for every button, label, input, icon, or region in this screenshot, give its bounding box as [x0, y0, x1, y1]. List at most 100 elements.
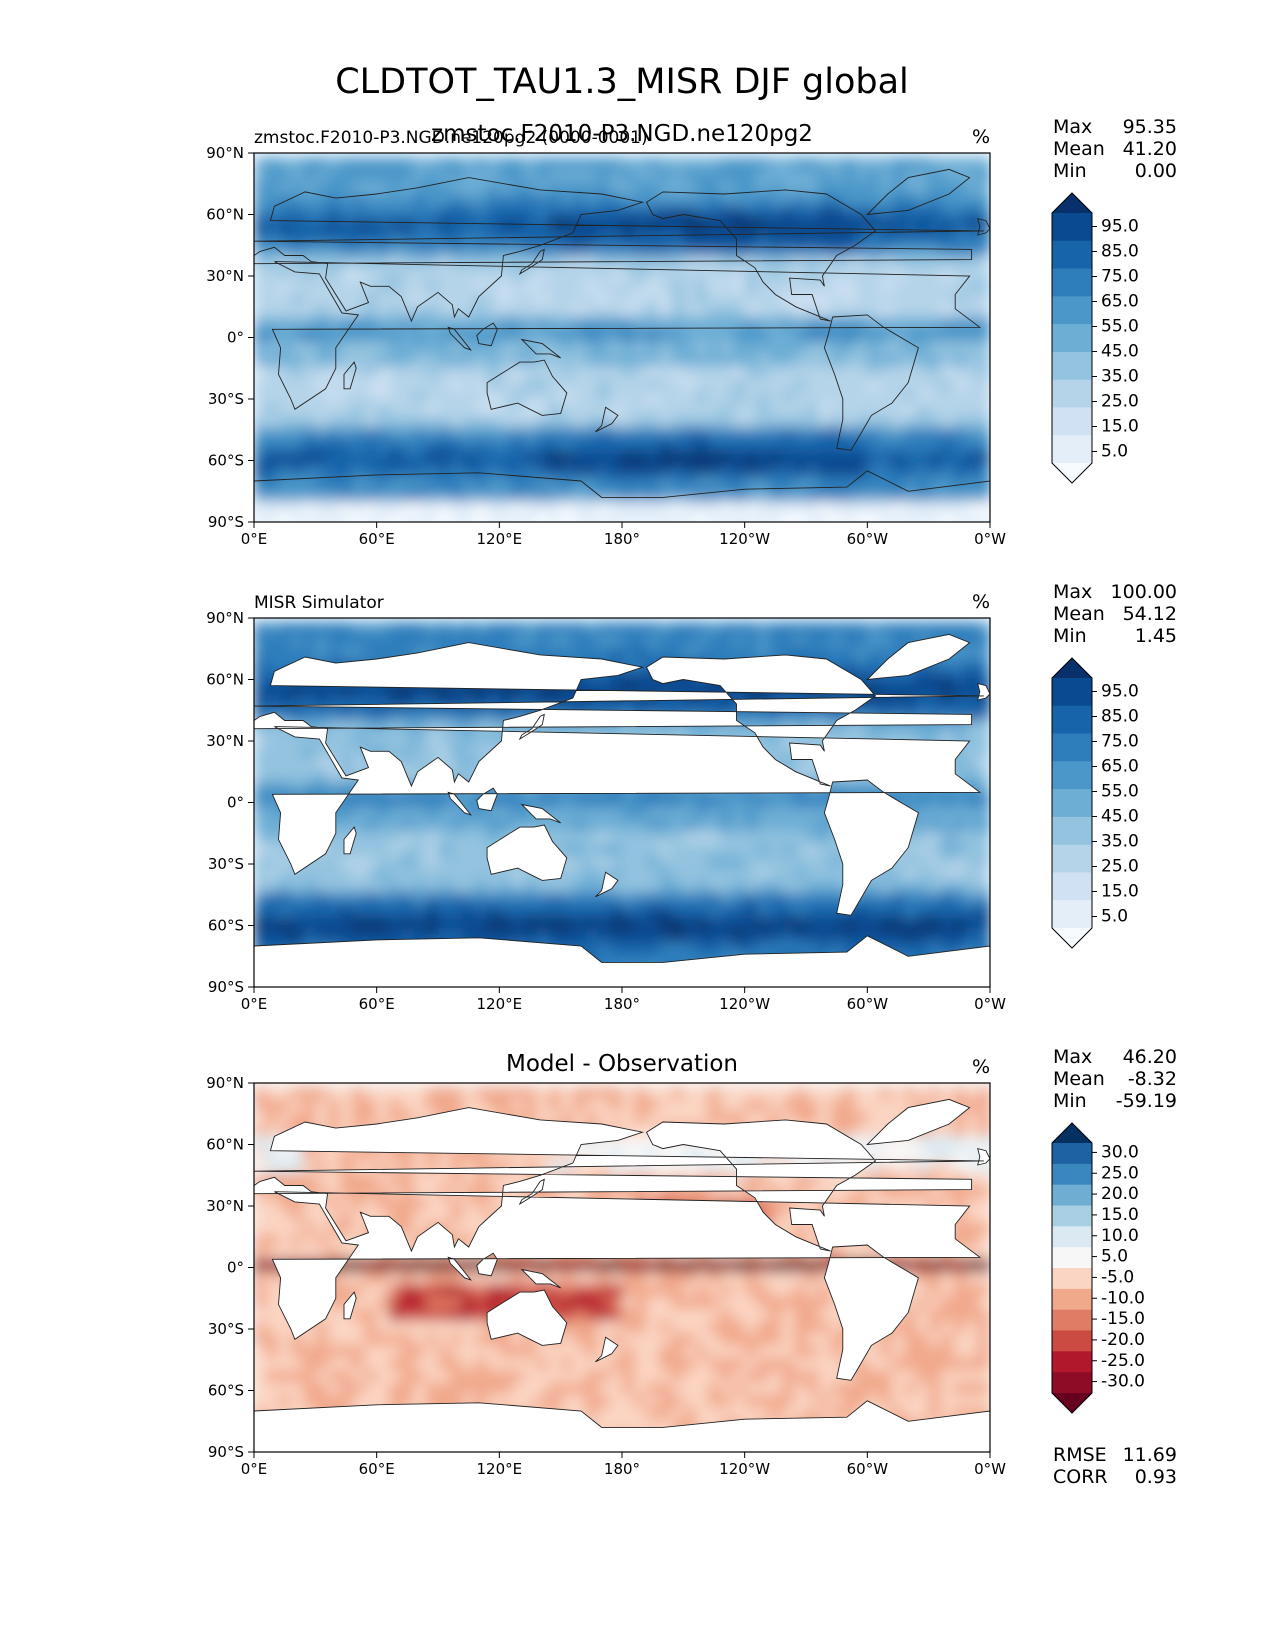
x-tick-label: 120°E	[477, 1460, 523, 1478]
colorbar-extend-bottom	[1052, 1393, 1092, 1413]
stat-value: 0.00	[1135, 160, 1177, 182]
colorbar-segment	[1052, 1226, 1092, 1248]
colorbar-extend-top	[1052, 193, 1092, 213]
y-tick-label: 0°	[227, 794, 244, 812]
colorbar-segment	[1052, 816, 1092, 846]
colorbar-tick-label: 25.0	[1101, 392, 1139, 412]
x-tick-label: 0°W	[974, 1460, 1006, 1478]
colorbar-tick-label: 10.0	[1101, 1226, 1139, 1246]
y-tick-label: 60°N	[206, 1136, 244, 1154]
y-tick-label: 30°S	[208, 855, 244, 873]
colorbar-segment	[1052, 1309, 1092, 1332]
colorbar-tick-label: -10.0	[1101, 1288, 1145, 1308]
y-tick-label: 90°S	[208, 513, 244, 531]
colorbar-segment	[1052, 678, 1092, 707]
colorbar-segment	[1052, 379, 1092, 409]
colorbar-tick-label: 5.0	[1101, 1247, 1128, 1267]
y-tick-label: 60°N	[206, 671, 244, 689]
colorbar-segment	[1052, 407, 1092, 436]
colorbar-tick-label: 15.0	[1101, 1205, 1139, 1225]
figure-title: CLDTOT_TAU1.3_MISR DJF global	[335, 62, 909, 102]
y-tick-label: 90°N	[206, 1074, 244, 1092]
stat-label: Mean	[1053, 138, 1105, 160]
colorbar-segment	[1052, 1288, 1092, 1311]
panel-units: %	[972, 126, 990, 148]
x-tick-label: 0°E	[241, 530, 268, 548]
x-tick-label: 120°E	[477, 995, 523, 1013]
x-tick-label: 60°W	[847, 1460, 889, 1478]
stat-label: Mean	[1053, 603, 1105, 625]
colorbar-segment	[1052, 351, 1092, 381]
colorbar-tick-label: 75.0	[1101, 267, 1139, 287]
colorbar-tick-label: 95.0	[1101, 217, 1139, 237]
colorbar-tick-label: 75.0	[1101, 732, 1139, 752]
colorbar-segment	[1052, 1351, 1092, 1373]
x-tick-label: 60°E	[359, 1460, 395, 1478]
extra-stat-label: RMSE	[1053, 1444, 1107, 1466]
colorbar-tick-label: 5.0	[1101, 907, 1128, 927]
x-tick-label: 60°E	[359, 995, 395, 1013]
x-tick-label: 0°W	[974, 530, 1006, 548]
colorbar-model: 95.0 85.0 75.0 65.0 55.0 45.0 35.0 25.0 15.0 5.0	[1051, 192, 1139, 484]
colorbar-segment	[1052, 1205, 1092, 1227]
colorbar-tick-label: 85.0	[1101, 242, 1139, 262]
stat-label: Min	[1053, 1090, 1087, 1112]
stat-value: 46.20	[1123, 1046, 1177, 1068]
y-tick-label: 30°S	[208, 390, 244, 408]
y-tick-label: 60°S	[208, 917, 244, 935]
panel-units: %	[972, 591, 990, 613]
colorbar-tick-label: 55.0	[1101, 782, 1139, 802]
panel-units: %	[972, 1056, 990, 1078]
colorbar-tick-label: -5.0	[1101, 1267, 1134, 1287]
panel-difference: 0°E 60°E 120°E 180° 120°W 60°W 0°W 90°N 60°N 30°N…	[206, 1046, 1177, 1488]
x-tick-label: 180°	[604, 995, 640, 1013]
y-tick-label: 30°N	[206, 267, 244, 285]
colorbar-segment	[1052, 1247, 1092, 1269]
colorbar-tick-label: 20.0	[1101, 1184, 1139, 1204]
colorbar-segment	[1052, 872, 1092, 901]
stat-value: 41.20	[1123, 138, 1177, 160]
colorbar-segment	[1052, 1163, 1092, 1186]
colorbar-extend-top	[1052, 1123, 1092, 1143]
colorbar-tick-label: 45.0	[1101, 342, 1139, 362]
y-tick-label: 90°N	[206, 609, 244, 627]
panel-left-title: MISR Simulator	[254, 593, 384, 613]
stat-value: 100.00	[1111, 581, 1177, 603]
y-tick-label: 0°	[227, 329, 244, 347]
colorbar-segment	[1052, 1268, 1092, 1290]
colorbar-segment	[1052, 789, 1092, 818]
colorbar-tick-label: 95.0	[1101, 682, 1139, 702]
colorbar-tick-label: -15.0	[1101, 1309, 1145, 1329]
y-tick-label: 90°S	[208, 1443, 244, 1461]
colorbar-segment	[1052, 435, 1092, 464]
colorbar-segment	[1052, 324, 1092, 353]
colorbar-tick-label: -20.0	[1101, 1330, 1145, 1350]
panel-overlay-subtitle: zmstoc.F2010-P3.NGD.ne120pg2	[431, 121, 813, 147]
colorbar-segment	[1052, 1372, 1092, 1394]
y-tick-label: 30°N	[206, 732, 244, 750]
y-tick-label: 0°	[227, 1259, 244, 1277]
colorbar-tick-label: -25.0	[1101, 1351, 1145, 1371]
coastline-difference	[253, 1098, 991, 1453]
extra-stat-value: 11.69	[1123, 1444, 1177, 1466]
x-tick-label: 120°W	[719, 995, 770, 1013]
y-tick-label: 60°N	[206, 206, 244, 224]
y-tick-label: 90°N	[206, 144, 244, 162]
colorbar-tick-label: 85.0	[1101, 707, 1139, 727]
colorbar-segment	[1052, 1143, 1092, 1165]
colorbar-tick-label: 65.0	[1101, 757, 1139, 777]
colorbar-tick-label: 25.0	[1101, 857, 1139, 877]
colorbar-extend-bottom	[1052, 463, 1092, 483]
x-tick-label: 60°W	[847, 995, 889, 1013]
heatmap-field-observation	[254, 618, 990, 987]
colorbar-tick-label: 45.0	[1101, 807, 1139, 827]
colorbar-difference: 30.025.020.015.010.05.0-5.0-10.0-15.0-20…	[1051, 1122, 1145, 1414]
colorbar-segment	[1052, 268, 1092, 297]
stat-label: Min	[1053, 625, 1087, 647]
x-tick-label: 0°E	[241, 1460, 268, 1478]
colorbar-segment	[1052, 1184, 1092, 1207]
coastline-observation	[253, 633, 991, 988]
stat-value: 1.45	[1135, 625, 1177, 647]
colorbar-segment	[1052, 1330, 1092, 1352]
